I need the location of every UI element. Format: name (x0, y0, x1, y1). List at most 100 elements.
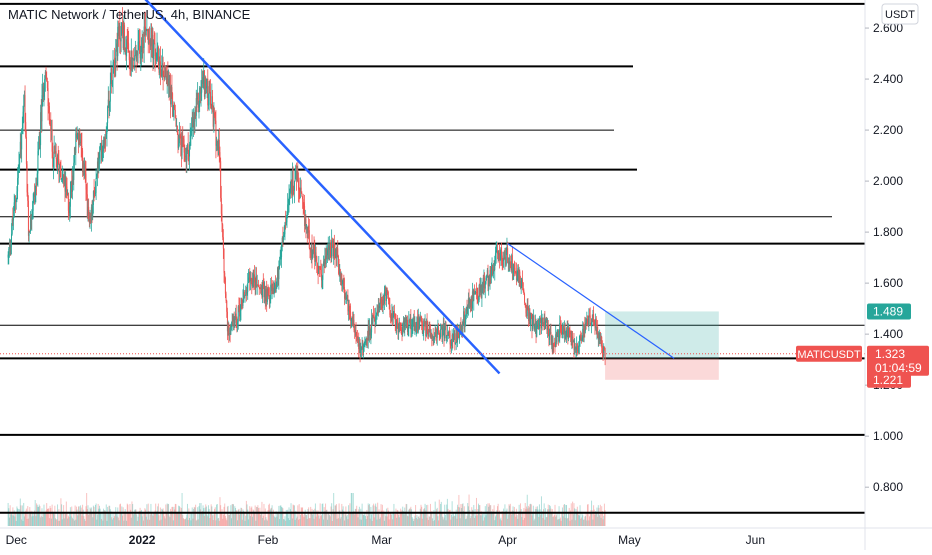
volume-bar (339, 510, 341, 526)
volume-bar (12, 507, 14, 526)
volume-bar (407, 516, 409, 526)
candle-body (402, 323, 404, 335)
candle-body (10, 244, 12, 248)
volume-bar (585, 513, 587, 526)
volume-bar (99, 508, 101, 526)
candle-body (468, 298, 470, 304)
volume-bar (436, 507, 438, 526)
currency-button[interactable] (881, 3, 919, 25)
candle-body (311, 245, 313, 258)
volume-bar (429, 516, 431, 526)
candle-body (323, 261, 325, 266)
candle-body (247, 282, 249, 293)
candle-body (379, 298, 381, 304)
volume-bar (133, 514, 135, 526)
candle-body (337, 256, 339, 265)
candle-body (55, 151, 57, 159)
volume-bar (302, 507, 304, 526)
volume-bar (338, 503, 340, 526)
volume-bar (138, 510, 140, 526)
volume-bar (334, 505, 336, 526)
volume-bar (306, 514, 308, 526)
candle-body (130, 51, 132, 71)
candle-body (432, 336, 433, 338)
volume-bar (92, 517, 94, 526)
candle-body (293, 186, 295, 191)
volume-bar (272, 514, 274, 526)
volume-bar (388, 510, 390, 526)
volume-bar (417, 516, 419, 526)
price-tick-label: 1.000 (873, 429, 903, 443)
volume-bar (499, 519, 501, 526)
volume-bar (592, 519, 594, 526)
trendline[interactable] (134, 0, 501, 375)
candle-body (447, 334, 449, 336)
volume-bar (534, 518, 536, 526)
volume-bar (211, 506, 213, 526)
candle-body (400, 329, 402, 331)
volume-bar (266, 520, 268, 526)
volume-bar (540, 496, 542, 526)
volume-bar (424, 503, 426, 526)
candle-body (39, 139, 41, 146)
candle-body (82, 163, 84, 173)
volume-bar (433, 510, 435, 526)
volume-bar (208, 508, 210, 526)
volume-bar (318, 515, 320, 526)
volume-bar (439, 510, 441, 526)
volume-bar (513, 511, 515, 526)
candle-body (352, 319, 354, 326)
candle-body (390, 314, 392, 319)
volume-bar (119, 503, 121, 526)
volume-bar (17, 509, 19, 526)
candle-body (593, 321, 595, 324)
volume-bar (212, 519, 214, 526)
candle-body (304, 205, 306, 226)
volume-bar (260, 513, 262, 526)
volume-bar (80, 505, 82, 526)
candle-body (458, 336, 460, 338)
candle-body (461, 326, 463, 329)
volume-bar (361, 503, 363, 526)
candle-body (597, 326, 599, 338)
volume-bar (326, 509, 328, 526)
trendline[interactable] (507, 243, 675, 359)
volume-bar (598, 507, 600, 526)
volume-bar (230, 505, 232, 526)
volume-bar (447, 508, 449, 526)
candle-body (245, 289, 247, 294)
candle-body (298, 189, 300, 192)
candle-body (542, 317, 544, 326)
symbol-badge-text: MATICUSDT (797, 349, 861, 361)
volume-bar (129, 504, 131, 526)
volume-bar (325, 509, 327, 526)
volume-bar (492, 511, 494, 526)
candle-body (584, 325, 586, 331)
candle-body (316, 263, 318, 267)
candle-body (27, 192, 29, 201)
volume-bar (479, 505, 481, 526)
volume-bar (150, 503, 152, 526)
volume-bar (539, 509, 541, 526)
volume-bar (440, 501, 442, 526)
candle-body (147, 29, 149, 32)
volume-bar (519, 503, 521, 526)
volume-bar (417, 519, 419, 526)
volume-bar (21, 505, 23, 526)
target-zone[interactable] (605, 311, 719, 359)
candle-body (292, 170, 294, 187)
volume-bar (189, 512, 191, 526)
candle-body (91, 207, 93, 216)
candle-body (138, 40, 140, 42)
stop-zone[interactable] (605, 358, 719, 380)
candle-body (31, 216, 33, 220)
candle-body (44, 79, 46, 88)
volume-bar (555, 515, 557, 526)
candle-body (398, 331, 400, 333)
volume-bar (46, 503, 48, 526)
volume-bar (387, 507, 389, 526)
volume-bar (563, 504, 565, 526)
price-tick-label: 0.800 (873, 480, 903, 494)
